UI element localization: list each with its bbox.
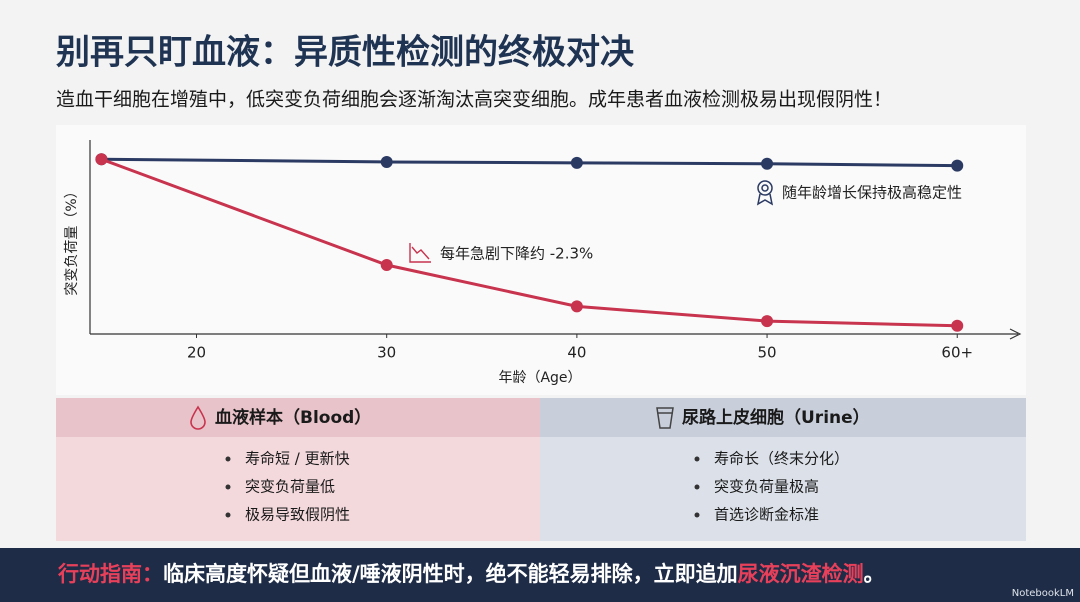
footer-bar bbox=[0, 548, 1080, 602]
data-point bbox=[761, 157, 774, 170]
list-item: 突变负荷量低 bbox=[245, 478, 335, 496]
data-point bbox=[951, 319, 964, 332]
cup-icon bbox=[656, 407, 674, 429]
annotation: 随年龄增长保持极高稳定性 bbox=[782, 184, 962, 202]
table-cell bbox=[56, 437, 540, 541]
drop-icon bbox=[190, 405, 206, 430]
bullet bbox=[694, 512, 700, 518]
footer-lead: 行动指南： bbox=[57, 562, 163, 586]
data-point bbox=[380, 155, 393, 168]
subtitle: 造血干细胞在增殖中，低突变负荷细胞会逐渐淘汰高突变细胞。成年患者血液检测极易出现… bbox=[56, 89, 892, 111]
footer-end: 。 bbox=[864, 562, 885, 586]
bullet bbox=[225, 512, 231, 518]
column-title: 血液样本（Blood） bbox=[215, 407, 371, 428]
data-point bbox=[380, 259, 393, 271]
bullet bbox=[225, 456, 231, 462]
y-axis-label: 突变负荷量（%） bbox=[64, 184, 80, 295]
data-point bbox=[570, 300, 583, 313]
list-item: 首选诊断金标准 bbox=[714, 506, 819, 524]
data-point bbox=[95, 153, 108, 166]
list-item: 寿命短 / 更新快 bbox=[245, 450, 350, 468]
table-header bbox=[56, 398, 540, 437]
annotation: 每年急剧下降约 -2.3% bbox=[440, 245, 593, 263]
list-item: 突变负荷量极高 bbox=[714, 478, 819, 496]
x-tick-label: 60+ bbox=[941, 344, 973, 362]
bullet bbox=[694, 484, 700, 490]
footer-body: 临床高度怀疑但血液/唾液阴性时，绝不能轻易排除，立即追加 bbox=[163, 562, 738, 586]
footer-highlight: 尿液沉渣检测 bbox=[738, 562, 864, 586]
x-tick-label: 30 bbox=[377, 344, 396, 362]
axis-arrow bbox=[1009, 328, 1022, 340]
list-item: 寿命长（终末分化） bbox=[714, 450, 849, 468]
list-item: 极易导致假阴性 bbox=[245, 506, 350, 524]
x-tick-label: 20 bbox=[187, 344, 206, 362]
footer-text: 行动指南：临床高度怀疑但血液/唾液阴性时，绝不能轻易排除，立即追加尿液沉渣检测。 bbox=[57, 562, 885, 586]
bullet bbox=[225, 484, 231, 490]
ribbon-icon bbox=[756, 180, 774, 206]
data-point bbox=[570, 156, 583, 169]
data-point bbox=[951, 159, 964, 172]
title: 别再只盯血液：异质性检测的终极对决 bbox=[56, 33, 634, 73]
x-axis-label: 年龄（Age） bbox=[498, 370, 581, 386]
data-point bbox=[761, 315, 774, 328]
trend-icon bbox=[409, 243, 431, 263]
bullet bbox=[694, 456, 700, 462]
x-tick-label: 50 bbox=[758, 344, 777, 362]
column-title: 尿路上皮细胞（Urine） bbox=[682, 407, 870, 428]
x-tick-label: 40 bbox=[567, 344, 586, 362]
chart-panel bbox=[56, 125, 1026, 395]
table-header bbox=[540, 398, 1026, 437]
watermark: NotebookLM bbox=[1012, 588, 1074, 599]
table-cell bbox=[540, 437, 1026, 541]
